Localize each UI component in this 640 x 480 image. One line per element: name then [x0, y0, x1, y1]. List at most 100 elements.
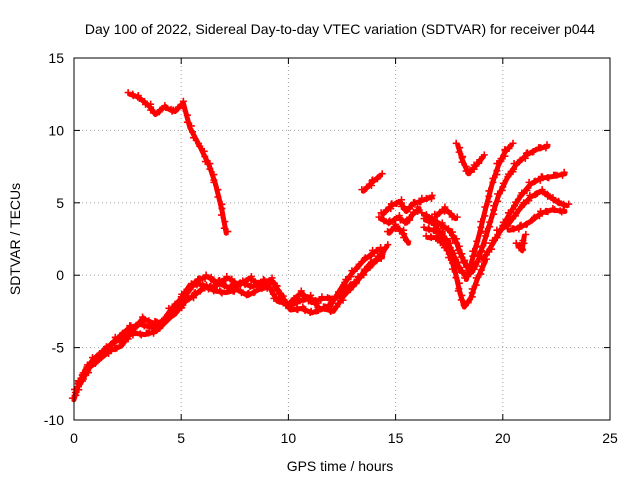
- data-point-marker: [458, 158, 466, 166]
- data-point-marker: [497, 155, 505, 163]
- data-point-marker: [377, 209, 385, 217]
- data-point-marker: [505, 143, 513, 151]
- data-point-marker: [367, 258, 375, 266]
- data-point-marker: [320, 303, 328, 311]
- data-point-marker: [75, 378, 83, 386]
- data-point-marker: [222, 276, 230, 284]
- data-point-marker: [430, 221, 438, 229]
- data-point-marker: [551, 206, 559, 214]
- data-point-marker: [137, 331, 145, 339]
- data-point-marker: [283, 299, 291, 307]
- data-point-marker: [251, 288, 259, 296]
- data-point-marker: [524, 184, 532, 192]
- data-point-marker: [460, 300, 468, 308]
- data-point-marker: [489, 174, 497, 182]
- x-tick-label: 0: [70, 430, 78, 446]
- data-point-marker: [396, 227, 404, 235]
- data-point-marker: [518, 189, 526, 197]
- data-point-marker: [536, 212, 544, 220]
- data-point-marker: [347, 281, 355, 289]
- data-point-marker: [339, 296, 347, 304]
- data-point-marker: [342, 276, 350, 284]
- data-point-marker: [452, 274, 460, 282]
- data-point-marker: [171, 301, 179, 309]
- data-point-marker: [523, 220, 531, 228]
- data-point-marker: [211, 286, 219, 294]
- data-point-marker: [218, 289, 226, 297]
- data-point-marker: [560, 168, 568, 176]
- data-point-marker: [209, 278, 217, 286]
- data-point-marker: [184, 285, 192, 293]
- data-point-marker: [301, 307, 309, 315]
- data-point-marker: [303, 294, 311, 302]
- y-tick-label: -5: [52, 340, 65, 356]
- data-point-marker: [504, 170, 512, 178]
- data-point-marker: [455, 148, 463, 156]
- data-point-marker: [135, 94, 143, 102]
- data-point-marker: [217, 211, 225, 219]
- x-axis-label: GPS time / hours: [287, 458, 394, 474]
- data-point-marker: [454, 287, 462, 295]
- data-point-marker: [454, 246, 462, 254]
- data-point-marker: [469, 247, 477, 255]
- data-point-marker: [206, 165, 214, 173]
- data-point-marker: [478, 262, 486, 270]
- data-point-marker: [327, 295, 335, 303]
- data-point-marker: [162, 104, 170, 112]
- data-point-marker: [346, 282, 354, 290]
- data-point-marker: [196, 142, 204, 150]
- data-point-marker: [441, 203, 449, 211]
- data-point-marker: [560, 202, 568, 210]
- data-point-marker: [529, 215, 537, 223]
- data-point-marker: [375, 213, 383, 221]
- data-point-marker: [190, 134, 198, 142]
- data-point-marker: [504, 209, 512, 217]
- data-point-marker: [84, 369, 92, 377]
- data-point-marker: [190, 290, 198, 298]
- data-point-marker: [201, 275, 209, 283]
- data-point-marker: [210, 178, 218, 186]
- data-point-marker: [406, 203, 414, 211]
- y-tick-label: 0: [56, 267, 64, 283]
- data-point-marker: [105, 349, 113, 357]
- data-point-marker: [236, 279, 244, 287]
- data-point-marker: [146, 319, 154, 327]
- data-point-marker: [510, 160, 518, 168]
- data-point-marker: [499, 179, 507, 187]
- data-point-marker: [481, 203, 489, 211]
- data-point-marker: [494, 197, 502, 205]
- data-point-marker: [545, 174, 553, 182]
- data-point-marker: [91, 360, 99, 368]
- data-point-marker: [398, 202, 406, 210]
- data-point-marker: [136, 330, 144, 338]
- data-point-marker: [223, 272, 231, 280]
- data-point-marker: [539, 188, 547, 196]
- data-point-marker: [489, 236, 497, 244]
- data-point-marker: [474, 251, 482, 259]
- data-point-marker: [156, 106, 164, 114]
- data-point-marker: [448, 254, 456, 262]
- data-point-marker: [290, 294, 298, 302]
- data-point-marker: [238, 289, 246, 297]
- data-point-marker: [179, 301, 187, 309]
- data-point-marker: [151, 326, 159, 334]
- series-main-track-1: [71, 246, 384, 403]
- data-point-marker: [125, 332, 133, 340]
- data-point-marker: [470, 161, 478, 169]
- data-point-marker: [201, 158, 209, 166]
- data-point-marker: [187, 122, 195, 130]
- data-point-marker: [179, 104, 187, 112]
- data-point-marker: [191, 289, 199, 296]
- data-point-marker: [366, 252, 374, 260]
- data-point-marker: [521, 154, 529, 162]
- data-point-marker: [354, 273, 362, 281]
- data-point-marker: [476, 156, 484, 164]
- data-point-marker: [274, 287, 282, 295]
- data-point-marker: [543, 141, 551, 149]
- data-point-marker: [431, 210, 439, 218]
- data-point-marker: [525, 197, 533, 205]
- data-point-marker: [457, 296, 465, 304]
- data-point-marker: [477, 218, 485, 226]
- data-point-marker: [417, 198, 425, 206]
